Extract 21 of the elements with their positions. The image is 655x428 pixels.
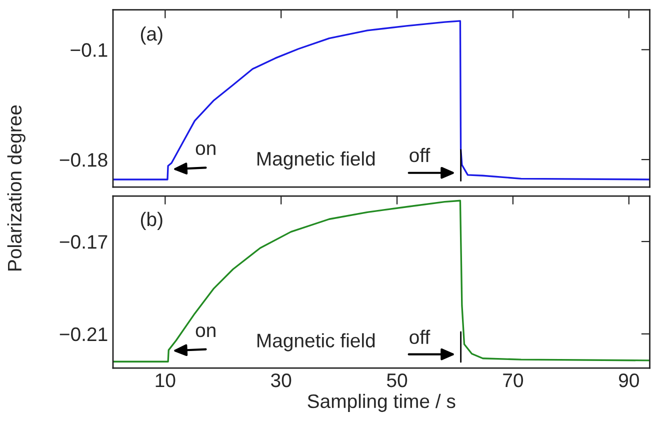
annotation: Magnetic field xyxy=(258,333,375,352)
annotation: on xyxy=(196,144,216,156)
annotation: Magnetic field xyxy=(258,151,375,170)
annotation: off xyxy=(410,330,430,344)
x-tick-label: 50 xyxy=(386,373,408,388)
y-tick-label: −0.17 xyxy=(60,234,108,249)
x-tick-label: 10 xyxy=(156,373,176,388)
y-tick-label: −0.18 xyxy=(60,153,108,167)
line-series xyxy=(112,20,650,180)
x-axis-title: Sampling time / s xyxy=(308,394,456,412)
x-tick-label: 70 xyxy=(503,373,524,388)
line-series xyxy=(112,200,650,362)
y-tick-label: −0.21 xyxy=(60,327,108,342)
x-tick-label: 90 xyxy=(618,373,639,388)
y-tick-label: −0.1 xyxy=(70,43,108,57)
annotation: (b) xyxy=(140,212,162,230)
x-tick-label: 30 xyxy=(271,373,292,388)
y-axis-title: Polarization degree xyxy=(7,105,26,270)
annotation: on xyxy=(196,326,216,338)
annotation: off xyxy=(410,148,430,162)
annotation: (a) xyxy=(140,26,162,45)
